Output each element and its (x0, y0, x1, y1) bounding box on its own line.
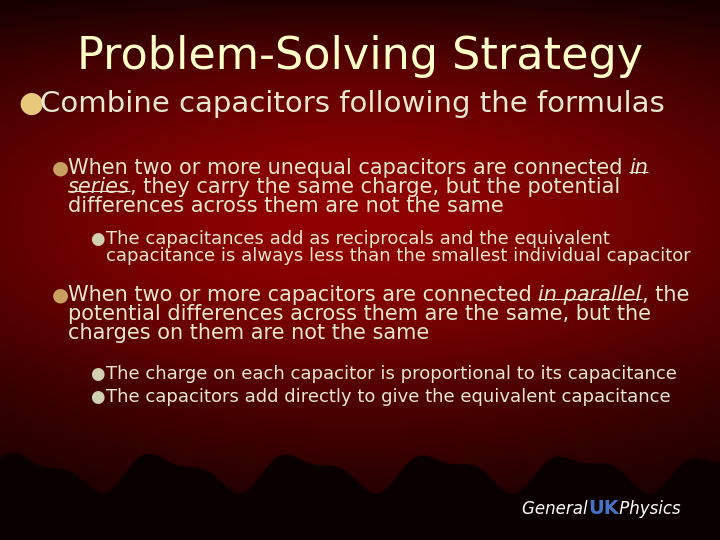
Text: General: General (522, 500, 593, 518)
Text: series: series (68, 177, 130, 197)
Text: capacitance is always less than the smallest individual capacitor: capacitance is always less than the smal… (106, 247, 690, 265)
Text: The capacitances add as reciprocals and the equivalent: The capacitances add as reciprocals and … (106, 230, 610, 248)
Text: When two or more capacitors are connected: When two or more capacitors are connecte… (68, 285, 539, 305)
Text: ●: ● (90, 365, 104, 383)
Text: UK: UK (588, 499, 618, 518)
Text: ●: ● (90, 388, 104, 406)
Text: , the: , the (642, 285, 689, 305)
Text: in: in (629, 158, 648, 178)
Text: ●: ● (18, 90, 43, 118)
Text: Problem-Solving Strategy: Problem-Solving Strategy (77, 35, 643, 78)
Text: ●: ● (52, 285, 69, 304)
Text: charges on them are not the same: charges on them are not the same (68, 323, 429, 343)
Text: in parallel: in parallel (539, 285, 642, 305)
Text: differences across them are not the same: differences across them are not the same (68, 196, 504, 216)
Text: The capacitors add directly to give the equivalent capacitance: The capacitors add directly to give the … (106, 388, 670, 406)
Text: When two or more unequal capacitors are connected: When two or more unequal capacitors are … (68, 158, 629, 178)
Text: ●: ● (90, 230, 104, 248)
Text: Physics: Physics (614, 500, 680, 518)
Text: , they carry the same charge, but the potential: , they carry the same charge, but the po… (130, 177, 620, 197)
Text: potential differences across them are the same, but the: potential differences across them are th… (68, 304, 651, 324)
Text: ●: ● (52, 158, 69, 177)
Text: Combine capacitors following the formulas: Combine capacitors following the formula… (40, 90, 665, 118)
Text: The charge on each capacitor is proportional to its capacitance: The charge on each capacitor is proporti… (106, 365, 677, 383)
